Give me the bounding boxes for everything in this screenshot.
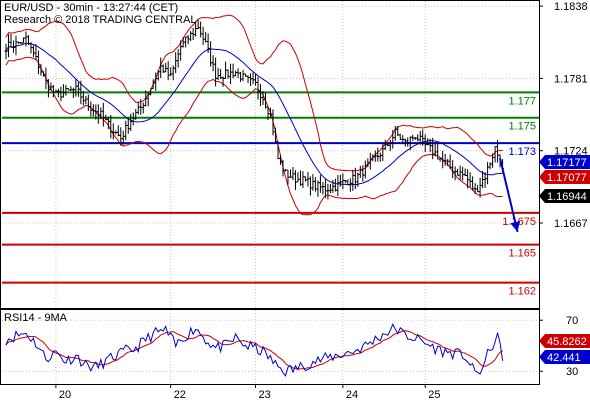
level-label: 1.165 <box>508 248 536 260</box>
day-tick-label: 20 <box>59 389 71 400</box>
rsi-line <box>5 323 504 377</box>
price-badge-shape <box>539 189 590 203</box>
price-badge: 1.17177 <box>539 155 590 169</box>
day-tick-label: 22 <box>174 389 186 400</box>
chart-subtitle: Research © 2018 TRADING CENTRAL <box>4 14 197 26</box>
rsi-panel-frame <box>0 309 540 385</box>
price-tick-label: 1.1724 <box>554 146 588 158</box>
price-badge-label: 1.17077 <box>547 172 587 184</box>
price-tick-label: 1.1781 <box>554 73 588 85</box>
rsi-title: RSI14 - 9MA <box>4 312 68 324</box>
day-tick-label: 25 <box>428 389 440 400</box>
gridlines <box>2 1 539 384</box>
price-badge-label: 1.16944 <box>547 191 587 203</box>
price-tick-label: 1.1667 <box>554 218 588 230</box>
level-label: 1.177 <box>508 95 536 107</box>
rsi-badge-label: 42.441 <box>547 352 581 364</box>
forecast-arrow-shaft <box>499 158 519 233</box>
level-label: 1.173 <box>508 146 536 158</box>
rsi-badge-shape <box>539 334 590 348</box>
rsi-badge-shape <box>539 350 590 364</box>
level-label: 1.175 <box>508 121 536 133</box>
price-badge: 1.16944 <box>539 189 590 203</box>
price-badge-shape <box>539 155 590 169</box>
rsi-panel: 45.8262 42.441 <box>5 323 590 377</box>
rsi-badge: 42.441 <box>539 350 590 364</box>
price-panel-frame <box>0 0 540 309</box>
price-bars <box>4 19 505 200</box>
rsi-badge: 45.8262 <box>539 334 590 348</box>
day-tick-label: 24 <box>346 389 358 400</box>
price-badge-shape <box>539 170 590 184</box>
bollinger-upper-line <box>5 14 503 172</box>
level-label: 1.162 <box>508 286 536 298</box>
price-badge-label: 1.17177 <box>547 157 587 169</box>
rsi-tick-label: 30 <box>566 366 578 378</box>
rsi-ma-line <box>5 330 503 370</box>
rsi-tick-label: 70 <box>566 315 578 327</box>
rsi-badge-label: 45.8262 <box>547 336 587 348</box>
price-badges: 1.17177 1.17077 1.16944 <box>539 155 590 203</box>
axes: 1.1838 1.1781 1.1724 1.1667 20 22 23 24 25 70 30 <box>55 1 588 400</box>
chart-title: EUR/USD - 30min - 13:27:44 (CET) <box>4 2 178 14</box>
price-tick-label: 1.1838 <box>554 1 588 13</box>
price-badge: 1.17077 <box>539 170 590 184</box>
forecast-arrow <box>499 158 521 233</box>
day-tick-label: 23 <box>259 389 271 400</box>
forecast-arrow-head <box>510 221 521 232</box>
